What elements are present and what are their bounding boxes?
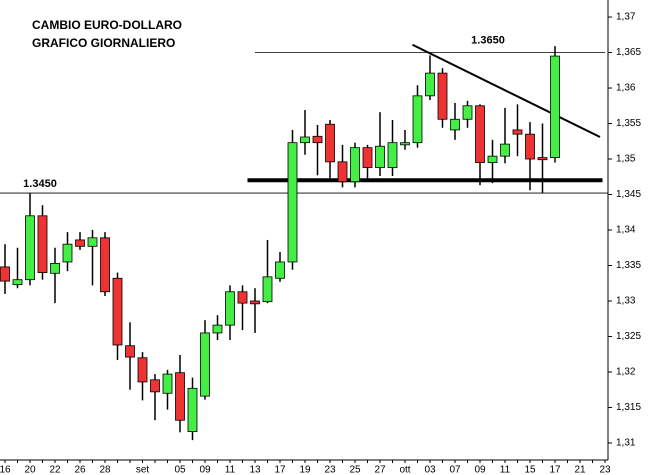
candle-body <box>537 157 548 161</box>
y-tick-label: 1,325 <box>616 331 641 342</box>
candle-body <box>437 72 448 120</box>
candle-body <box>125 345 135 358</box>
candle-body <box>275 261 285 279</box>
candle-body <box>87 237 98 247</box>
candle-body <box>325 123 335 163</box>
level-label: 1.3450 <box>23 178 57 190</box>
candle-body <box>450 118 460 131</box>
candle-body <box>25 215 35 281</box>
candle-body <box>187 387 198 433</box>
x-tick-label: 20 <box>24 465 36 475</box>
candle-body <box>162 373 173 394</box>
x-tick-label: 13 <box>249 465 261 475</box>
candle-body <box>137 357 148 383</box>
candle-body <box>212 324 223 334</box>
candle-body <box>287 142 298 263</box>
candle-body <box>150 379 160 393</box>
x-tick-label: 07 <box>449 465 461 475</box>
chart-subtitle: GRAFICO GIORNALIERO <box>32 36 175 50</box>
candle-body <box>487 155 498 163</box>
x-tick-label: 27 <box>374 465 386 475</box>
candle-body <box>300 136 310 144</box>
y-tick-label: 1,34 <box>616 225 636 236</box>
level-label: 1.3650 <box>471 34 505 46</box>
chart-title: CAMBIO EURO-DOLLARO <box>32 18 182 32</box>
x-tick-label: 25 <box>349 465 361 475</box>
y-tick-label: 1,32 <box>616 367 636 378</box>
x-tick-label: ott <box>399 465 410 475</box>
candle-body <box>200 332 210 397</box>
x-tick-label: 28 <box>99 465 111 475</box>
candle-body <box>337 161 348 183</box>
x-tick-label: 09 <box>199 465 211 475</box>
y-tick-label: 1,365 <box>616 47 641 58</box>
y-tick-label: 1,31 <box>616 438 636 449</box>
x-tick-label: 22 <box>49 465 61 475</box>
candle-body <box>525 133 535 160</box>
x-tick-label: 03 <box>424 465 436 475</box>
candle-body <box>75 239 85 247</box>
candle-body <box>387 142 398 168</box>
x-tick-label: 15 <box>524 465 536 475</box>
candle-body <box>475 105 485 163</box>
x-tick-label: 21 <box>574 465 586 475</box>
candle-body <box>512 129 523 135</box>
candle-body <box>62 243 73 263</box>
candle-body <box>0 266 10 282</box>
candle-body <box>412 95 423 144</box>
x-tick-label: 19 <box>299 465 311 475</box>
y-tick-label: 1,335 <box>616 260 641 271</box>
y-tick-label: 1,33 <box>616 296 636 307</box>
candle-body <box>550 55 560 158</box>
x-tick-label: 17 <box>274 465 286 475</box>
candle-body <box>400 142 410 146</box>
candle-body <box>312 135 323 144</box>
candle-body <box>100 237 110 293</box>
x-tick-label: set <box>136 465 150 475</box>
candle-body <box>175 372 185 421</box>
y-tick-label: 1,345 <box>616 189 641 200</box>
candle-body <box>237 291 248 304</box>
candle-body <box>425 72 435 97</box>
y-tick-label: 1,37 <box>616 12 636 23</box>
candle-body <box>262 276 273 303</box>
x-tick-label: 23 <box>599 465 611 475</box>
x-tick-label: 23 <box>324 465 336 475</box>
trend-line <box>412 43 601 138</box>
candle-body <box>112 277 123 346</box>
candle-body <box>362 147 373 168</box>
x-tick-label: 11 <box>500 465 511 475</box>
candle-body <box>462 105 473 120</box>
candle-body <box>37 215 48 273</box>
y-tick-label: 1,315 <box>616 402 641 413</box>
y-tick-label: 1,36 <box>616 83 636 94</box>
y-tick-label: 1,355 <box>616 118 641 129</box>
candle-body <box>350 147 360 183</box>
candle-body <box>12 279 23 286</box>
candle-body <box>225 291 235 326</box>
candle-body <box>250 300 260 305</box>
x-tick-label: 16 <box>0 465 11 475</box>
candle-body <box>50 262 60 274</box>
x-tick-label: 05 <box>174 465 186 475</box>
x-tick-label: 09 <box>474 465 486 475</box>
y-tick-label: 1,35 <box>616 154 636 165</box>
candle-body <box>375 145 385 168</box>
x-tick-label: 17 <box>549 465 561 475</box>
candle-body <box>500 143 510 157</box>
x-tick-label: 26 <box>74 465 86 475</box>
x-tick-label: 11 <box>225 465 236 475</box>
